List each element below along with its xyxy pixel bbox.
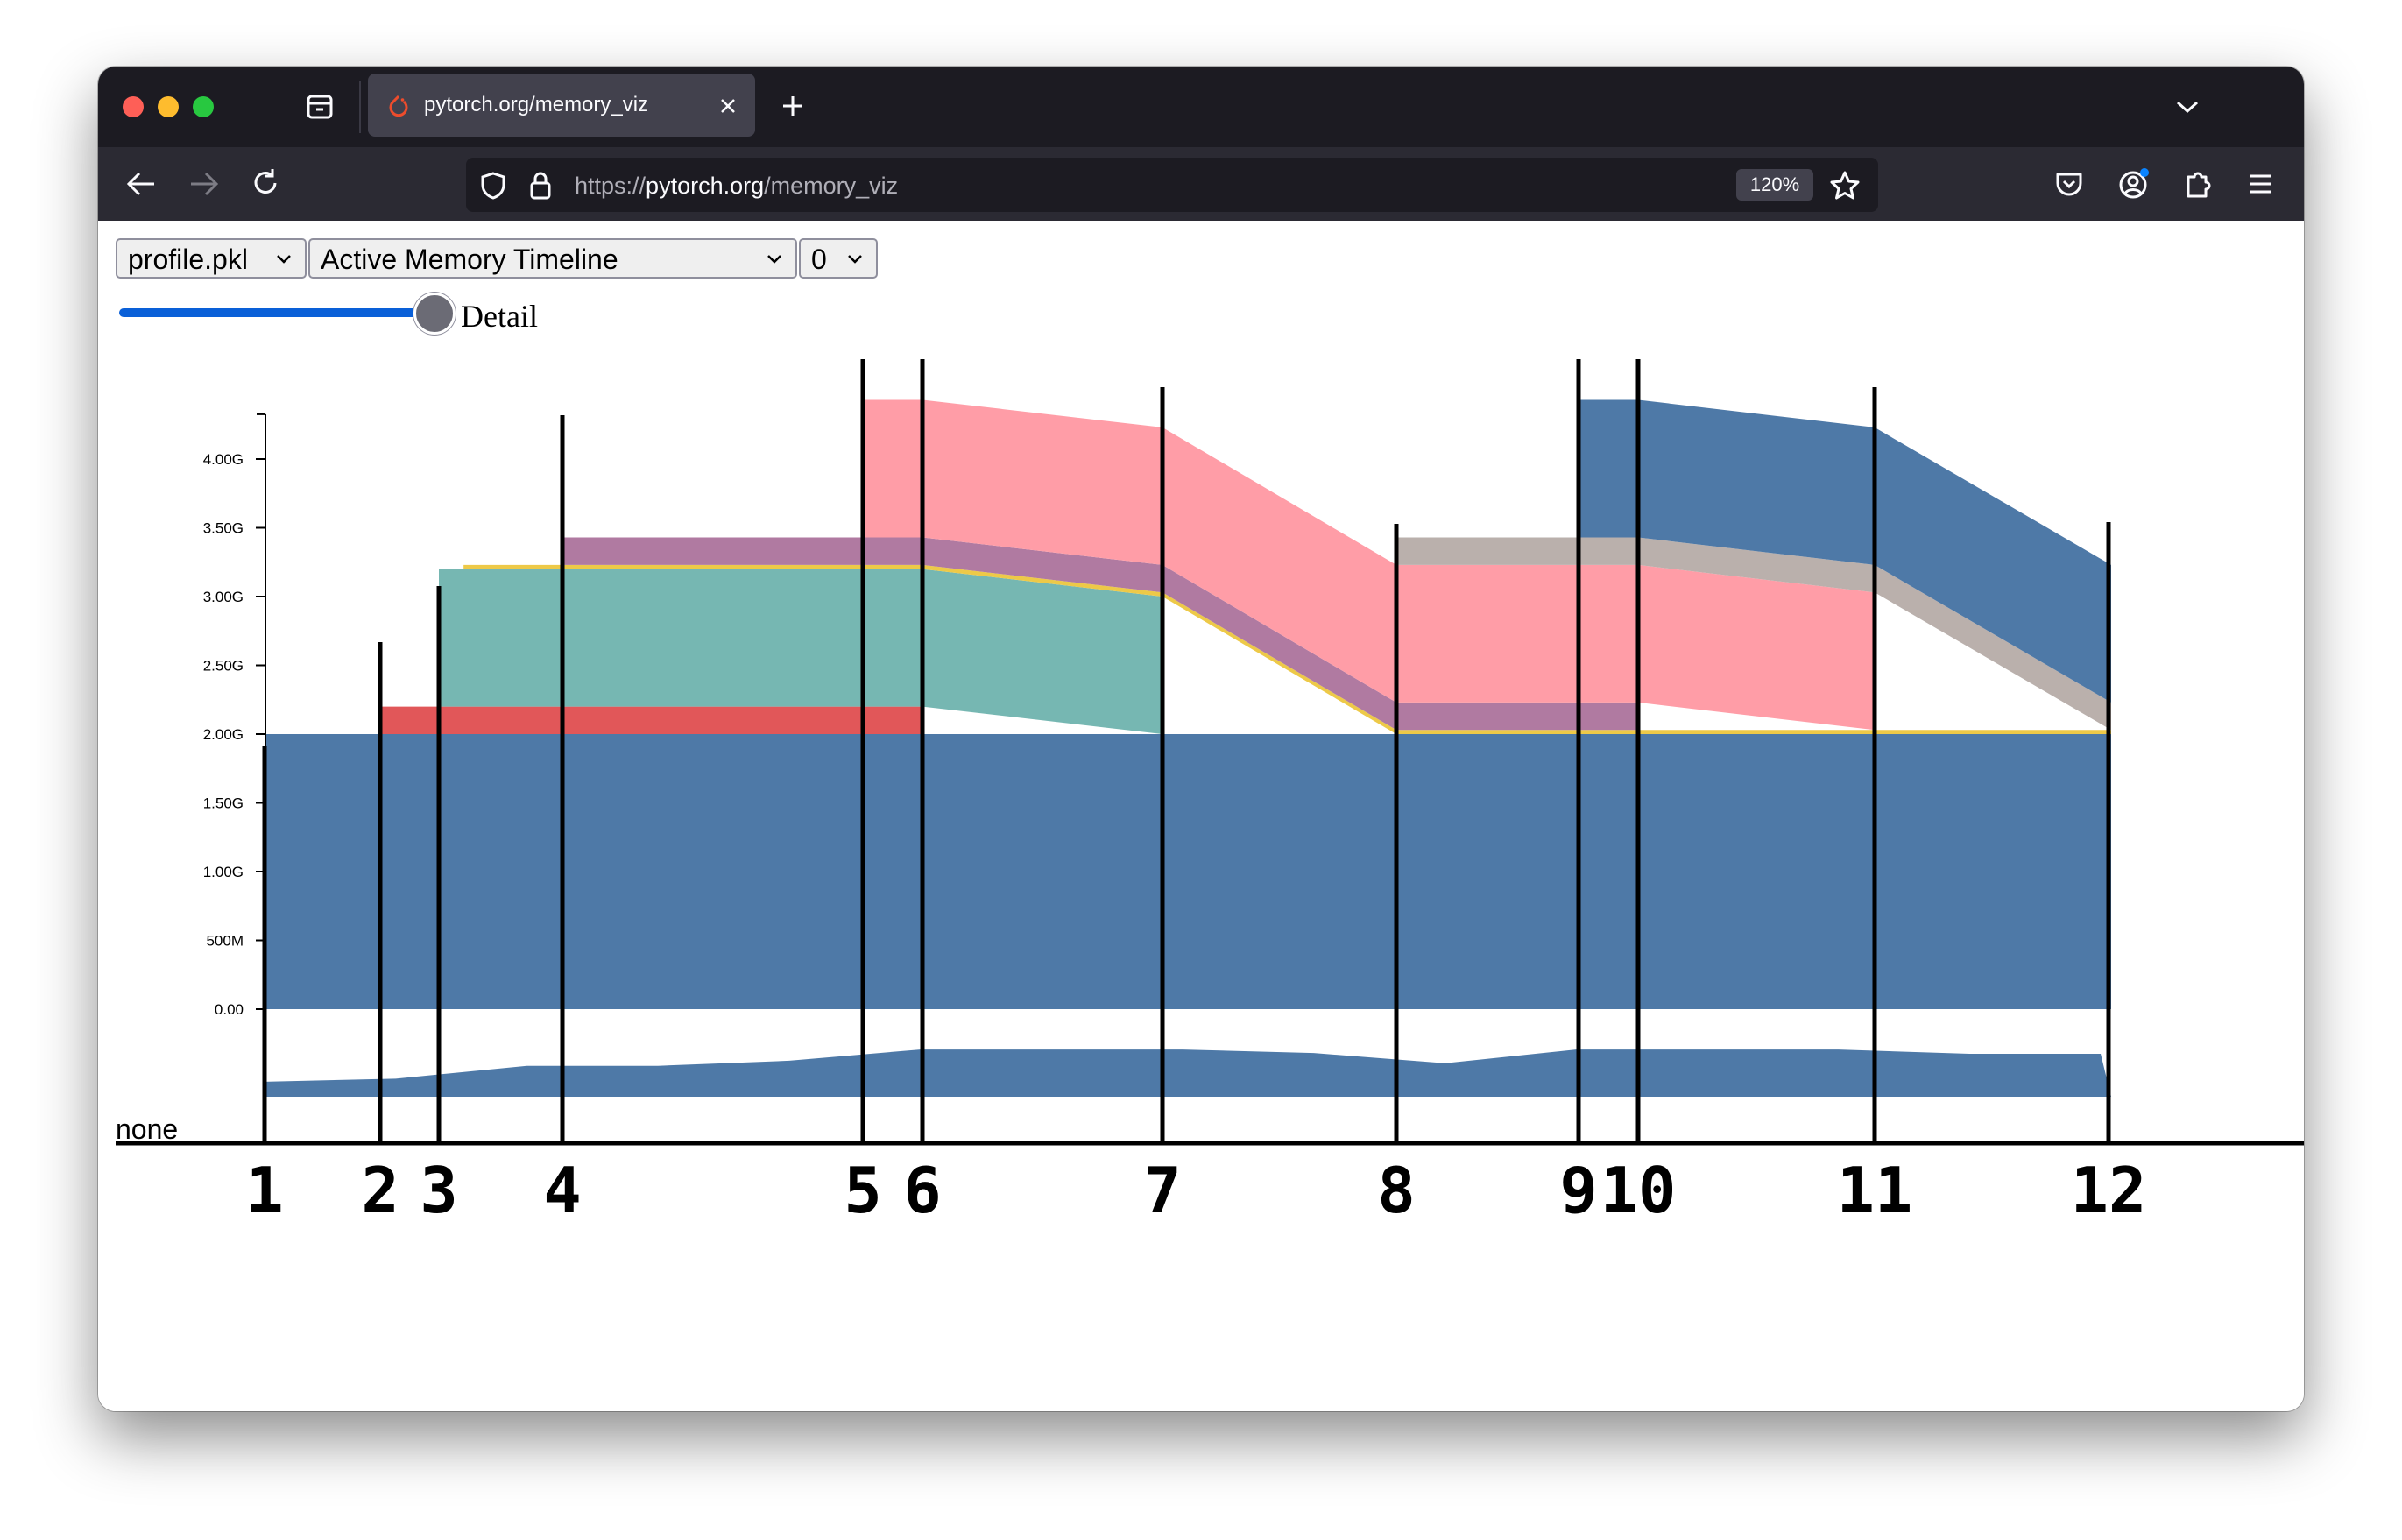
maximize-window-button[interactable] bbox=[193, 96, 214, 117]
detail-slider-track[interactable] bbox=[119, 308, 434, 317]
y-tick-label: 3.00G bbox=[203, 589, 244, 605]
snapshot-marker-label: 1 bbox=[245, 1154, 283, 1227]
allocation-area-4[interactable] bbox=[562, 537, 1638, 731]
zoom-level-button[interactable]: 120% bbox=[1736, 169, 1813, 201]
y-tick-label: 2.50G bbox=[203, 658, 244, 675]
y-tick-label: 3.50G bbox=[203, 520, 244, 537]
menu-icon[interactable] bbox=[2246, 170, 2274, 198]
snapshot-marker-label: 4 bbox=[543, 1154, 581, 1227]
view-select-value: Active Memory Timeline bbox=[321, 244, 618, 275]
url-scheme: https:// bbox=[575, 173, 646, 199]
chevron-down-icon bbox=[767, 255, 781, 264]
pytorch-tab-icon bbox=[389, 95, 408, 117]
allocation-area-0[interactable] bbox=[265, 734, 2111, 1009]
navigation-toolbar: https://pytorch.org/memory_viz 120% bbox=[98, 147, 2304, 221]
tab-title: pytorch.org/memory_viz bbox=[424, 93, 649, 117]
allocation-area-5[interactable] bbox=[863, 399, 1875, 731]
memory-timeline-chart[interactable]: 4.00G 3.50G 3.00G 2.50G 2.00G 1.50G 1.00G 500M 0… bbox=[98, 221, 2304, 1411]
snapshot-marker-label: 12 bbox=[2071, 1154, 2147, 1227]
device-select[interactable]: 0 bbox=[799, 238, 878, 279]
url-text[interactable]: https://pytorch.org/memory_viz bbox=[575, 173, 898, 200]
tab-memory-viz[interactable]: pytorch.org/memory_viz bbox=[368, 74, 755, 137]
allocation-area-2[interactable] bbox=[439, 569, 1162, 734]
back-arrow-icon[interactable] bbox=[124, 168, 158, 200]
strip-area bbox=[265, 1049, 2111, 1097]
y-tick-label: 2.00G bbox=[203, 726, 244, 743]
minimize-window-button[interactable] bbox=[158, 96, 179, 117]
snapshot-marker-label: 7 bbox=[1143, 1154, 1181, 1227]
allocation-area-7[interactable] bbox=[1579, 399, 2111, 703]
bookmark-star-icon[interactable] bbox=[1828, 169, 1862, 202]
snapshot-marker-label: 6 bbox=[903, 1154, 941, 1227]
detail-slider-label: Detail bbox=[461, 299, 538, 334]
device-select-value: 0 bbox=[811, 244, 827, 275]
tab-list-chevron-icon[interactable] bbox=[2174, 96, 2201, 117]
page-content: profile.pkl Active Memory Timeline 0 Det… bbox=[98, 221, 2304, 1411]
y-tick-label: 1.50G bbox=[203, 795, 244, 812]
snapshot-marker-label: 10 bbox=[1600, 1154, 1677, 1227]
archive-icon[interactable] bbox=[305, 92, 335, 122]
allocation-area-6[interactable] bbox=[1396, 537, 2111, 731]
file-select[interactable]: profile.pkl bbox=[116, 238, 307, 279]
y-tick-label: 500M bbox=[206, 933, 244, 950]
title-bar: pytorch.org/memory_viz bbox=[98, 67, 2304, 147]
snapshot-marker-label: 2 bbox=[361, 1154, 399, 1227]
reload-icon[interactable] bbox=[249, 166, 282, 200]
shield-icon[interactable] bbox=[478, 170, 508, 201]
lock-icon[interactable] bbox=[527, 170, 554, 201]
snapshot-marker-label: 5 bbox=[844, 1154, 881, 1227]
pocket-icon[interactable] bbox=[2053, 168, 2085, 200]
allocation-area-1[interactable] bbox=[380, 706, 922, 734]
close-window-button[interactable] bbox=[123, 96, 144, 117]
snapshot-marker-label: 8 bbox=[1377, 1154, 1415, 1227]
file-select-value: profile.pkl bbox=[128, 244, 248, 275]
snapshot-marker-label: 11 bbox=[1837, 1154, 1913, 1227]
tab-separator bbox=[359, 81, 361, 133]
address-bar[interactable]: https://pytorch.org/memory_viz 120% bbox=[466, 158, 1878, 212]
y-tick-label: 0.00 bbox=[215, 1001, 244, 1018]
detail-slider-thumb[interactable] bbox=[413, 293, 456, 335]
close-tab-icon[interactable] bbox=[718, 96, 738, 116]
snapshot-marker-label: 3 bbox=[420, 1154, 457, 1227]
y-tick-label: 4.00G bbox=[203, 451, 244, 468]
snapshot-marker-label: 9 bbox=[1559, 1154, 1597, 1227]
new-tab-icon[interactable] bbox=[780, 93, 806, 119]
forward-arrow-icon[interactable] bbox=[187, 168, 221, 200]
strip-label: none bbox=[116, 1113, 178, 1145]
browser-window: pytorch.org/memory_viz bbox=[98, 67, 2304, 1411]
extensions-icon[interactable] bbox=[2181, 166, 2215, 201]
chevron-down-icon bbox=[848, 255, 862, 264]
y-tick-label: 1.00G bbox=[203, 864, 244, 880]
account-icon[interactable] bbox=[2116, 166, 2151, 201]
url-host: pytorch.org bbox=[646, 173, 765, 199]
chevron-down-icon bbox=[277, 255, 291, 264]
view-select[interactable]: Active Memory Timeline bbox=[308, 238, 797, 279]
url-path: /memory_viz bbox=[764, 173, 899, 199]
